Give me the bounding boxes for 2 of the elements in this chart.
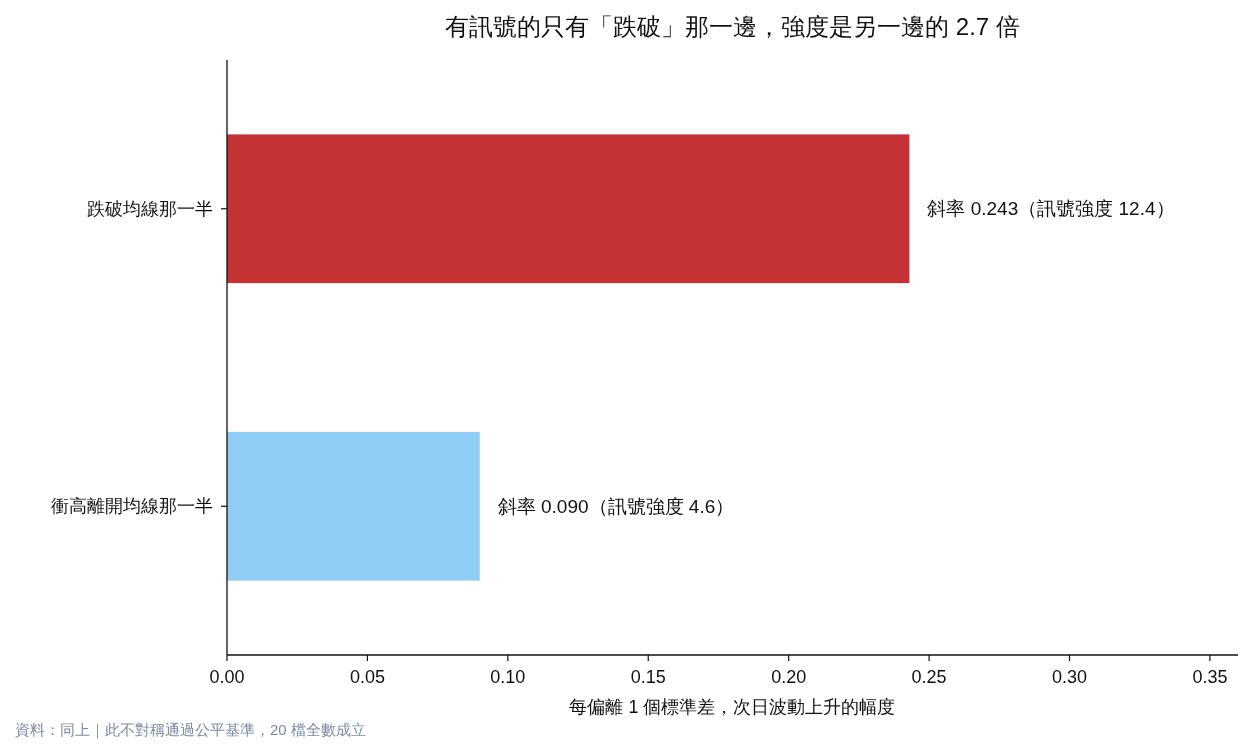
title: 有訊號的只有「跌破」那一邊，強度是另一邊的 2.7 倍 [445, 13, 1020, 40]
annotation: 資料：同上｜此不對稱通過公平基準，20 檔全數成立 [15, 721, 366, 738]
